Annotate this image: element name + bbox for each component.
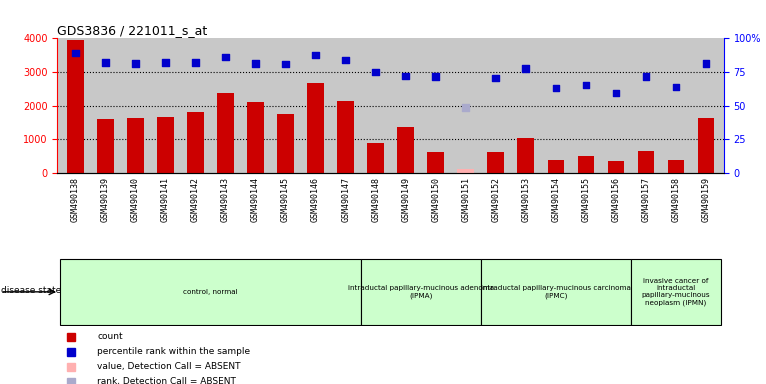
Point bbox=[580, 82, 592, 88]
Bar bbox=[398, 127, 414, 173]
Point bbox=[489, 75, 502, 81]
Text: GSM490142: GSM490142 bbox=[191, 177, 200, 222]
Point bbox=[189, 60, 201, 66]
Point bbox=[400, 73, 412, 79]
Text: GSM490150: GSM490150 bbox=[431, 177, 440, 222]
Bar bbox=[427, 152, 444, 173]
Bar bbox=[127, 118, 144, 173]
Point bbox=[369, 69, 381, 75]
Point bbox=[100, 60, 112, 66]
Text: intraductal papillary-mucinous carcinoma
(IPMC): intraductal papillary-mucinous carcinoma… bbox=[481, 285, 630, 299]
Text: percentile rank within the sample: percentile rank within the sample bbox=[97, 347, 250, 356]
Text: GSM490157: GSM490157 bbox=[641, 177, 650, 222]
Point bbox=[250, 60, 262, 66]
Text: GSM490153: GSM490153 bbox=[521, 177, 530, 222]
Bar bbox=[247, 102, 264, 173]
Bar bbox=[668, 160, 684, 173]
Bar bbox=[487, 152, 504, 173]
Bar bbox=[698, 118, 714, 173]
Text: GSM490139: GSM490139 bbox=[101, 177, 110, 222]
Text: GSM490145: GSM490145 bbox=[281, 177, 290, 222]
Point bbox=[550, 85, 562, 91]
Bar bbox=[157, 117, 174, 173]
Text: GSM490144: GSM490144 bbox=[251, 177, 260, 222]
Bar bbox=[637, 151, 654, 173]
Point bbox=[460, 104, 472, 111]
Point bbox=[339, 57, 352, 63]
Bar bbox=[548, 160, 564, 173]
Text: disease state: disease state bbox=[1, 286, 61, 295]
Point bbox=[280, 61, 292, 67]
Point bbox=[610, 90, 622, 96]
Point bbox=[699, 60, 712, 66]
Text: GSM490138: GSM490138 bbox=[71, 177, 80, 222]
Text: GSM490152: GSM490152 bbox=[491, 177, 500, 222]
Text: value, Detection Call = ABSENT: value, Detection Call = ABSENT bbox=[97, 362, 241, 371]
Text: GSM490155: GSM490155 bbox=[581, 177, 591, 222]
Text: GSM490156: GSM490156 bbox=[611, 177, 620, 222]
Point bbox=[309, 52, 322, 58]
Text: control, normal: control, normal bbox=[183, 289, 238, 295]
Bar bbox=[518, 138, 534, 173]
Bar bbox=[457, 169, 474, 173]
Bar bbox=[277, 114, 294, 173]
Text: GSM490151: GSM490151 bbox=[461, 177, 470, 222]
Text: rank, Detection Call = ABSENT: rank, Detection Call = ABSENT bbox=[97, 377, 236, 384]
Bar bbox=[607, 161, 624, 173]
Text: GDS3836 / 221011_s_at: GDS3836 / 221011_s_at bbox=[57, 24, 208, 37]
Bar bbox=[337, 101, 354, 173]
Point bbox=[219, 54, 231, 60]
Text: invasive cancer of
intraductal
papillary-mucinous
neoplasm (IPMN): invasive cancer of intraductal papillary… bbox=[642, 278, 710, 306]
FancyBboxPatch shape bbox=[61, 259, 361, 325]
Text: GSM490148: GSM490148 bbox=[372, 177, 380, 222]
Text: GSM490159: GSM490159 bbox=[702, 177, 710, 222]
Bar bbox=[67, 40, 83, 173]
Bar bbox=[578, 156, 594, 173]
Text: count: count bbox=[97, 332, 123, 341]
FancyBboxPatch shape bbox=[631, 259, 721, 325]
Text: GSM490154: GSM490154 bbox=[552, 177, 560, 222]
Point bbox=[159, 60, 172, 66]
Point bbox=[640, 74, 652, 80]
Text: GSM490149: GSM490149 bbox=[401, 177, 410, 222]
Bar bbox=[187, 112, 204, 173]
Text: GSM490147: GSM490147 bbox=[341, 177, 350, 222]
Point bbox=[669, 84, 682, 90]
Text: intraductal papillary-mucinous adenoma
(IPMA): intraductal papillary-mucinous adenoma (… bbox=[348, 285, 494, 299]
FancyBboxPatch shape bbox=[481, 259, 631, 325]
Text: GSM490158: GSM490158 bbox=[671, 177, 680, 222]
Text: GSM490140: GSM490140 bbox=[131, 177, 140, 222]
Text: GSM490146: GSM490146 bbox=[311, 177, 320, 222]
Bar bbox=[368, 143, 384, 173]
Point bbox=[70, 50, 82, 56]
Bar bbox=[218, 93, 234, 173]
Bar bbox=[97, 119, 113, 173]
Point bbox=[519, 66, 532, 72]
Point bbox=[129, 60, 142, 66]
Text: GSM490141: GSM490141 bbox=[161, 177, 170, 222]
FancyBboxPatch shape bbox=[361, 259, 481, 325]
Bar bbox=[307, 83, 324, 173]
Text: GSM490143: GSM490143 bbox=[221, 177, 230, 222]
Point bbox=[430, 74, 442, 80]
